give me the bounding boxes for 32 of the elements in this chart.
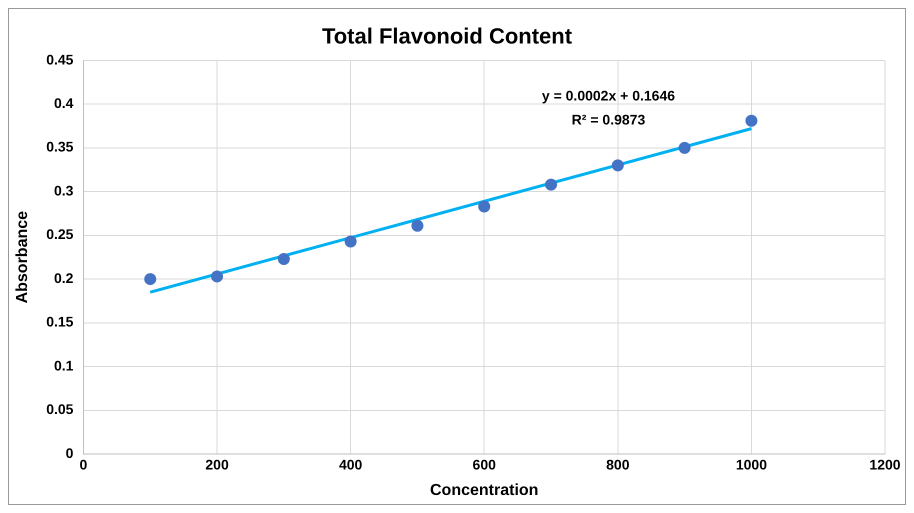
y-axis-title: Absorbance [14, 210, 32, 304]
point [144, 273, 156, 286]
y-tick-label: 0.3 [54, 182, 74, 198]
y-tick-label: 0.05 [46, 401, 74, 418]
x-tick-label: 600 [472, 456, 496, 472]
point [745, 114, 758, 127]
x-tick-label: 200 [205, 456, 229, 472]
y-tick-label: 0.15 [46, 314, 74, 330]
point [211, 270, 224, 282]
chart-title: Total Flavonoid Content [322, 23, 573, 48]
x-axis-title: Concentration [430, 482, 538, 499]
y-tick-label: 0.35 [46, 138, 74, 155]
y-tick-label: 0.4 [54, 94, 74, 111]
x-tick-label: 1200 [869, 456, 901, 472]
x-tick-label: 0 [80, 456, 88, 472]
point [545, 178, 558, 191]
annotation: y = 0.0002x + 0.1646 [542, 87, 676, 104]
point [478, 200, 490, 212]
y-tick-label: 0.45 [46, 51, 74, 68]
point [411, 220, 424, 232]
point [612, 159, 624, 172]
x-tick-label: 400 [338, 456, 363, 472]
x-tick-label: 800 [606, 456, 630, 472]
annotation: R² = 0.9873 [572, 111, 646, 128]
point [678, 142, 691, 154]
point [278, 252, 290, 265]
x-tick-label: 1000 [736, 456, 768, 472]
y-tick-label: 0.1 [54, 357, 74, 374]
y-tick-label: 0.25 [46, 226, 74, 242]
y-tick-label: 0.2 [54, 270, 74, 286]
y-tick-label: 0 [66, 444, 74, 461]
point [344, 235, 357, 248]
